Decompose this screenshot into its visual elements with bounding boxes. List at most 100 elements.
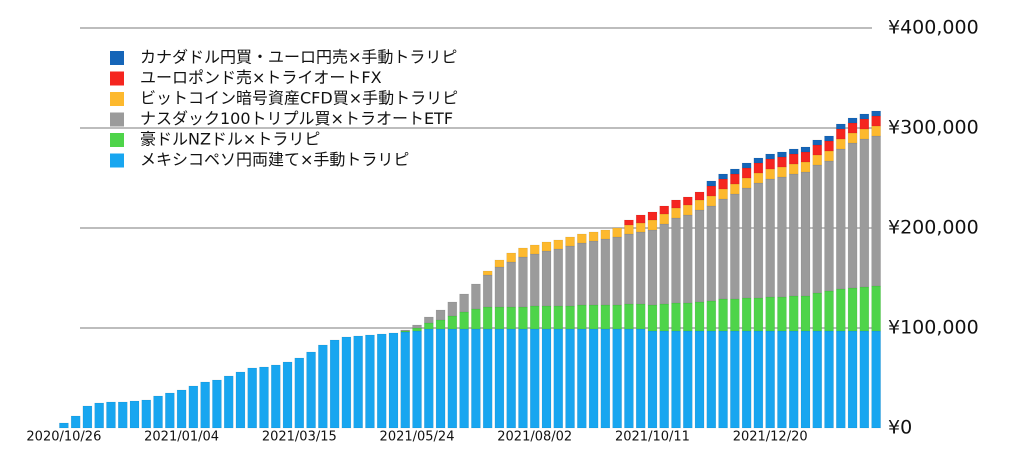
- bar-segment: [718, 198, 728, 300]
- legend-swatch: [110, 71, 124, 86]
- y-tick-label: ¥0: [888, 417, 912, 439]
- bar-segment: [612, 304, 622, 330]
- bar-segment: [59, 422, 69, 429]
- bar-segment: [271, 364, 281, 429]
- bar-segment: [647, 229, 658, 306]
- bar-segment: [694, 330, 705, 429]
- x-tick-label: 2021/08/02: [497, 430, 572, 445]
- bar-segment: [765, 296, 775, 332]
- bar-segment: [435, 319, 446, 330]
- bar-segment: [188, 385, 199, 429]
- x-tick-label: 2021/05/24: [380, 430, 455, 445]
- bar-segment: [435, 309, 446, 321]
- x-tick-label: 2020/10/26: [26, 430, 101, 445]
- bar-segment: [376, 333, 387, 429]
- bar-segment: [730, 168, 740, 175]
- bar-segment: [730, 173, 740, 185]
- bar-segment: [765, 330, 775, 429]
- legend-swatch: [110, 153, 124, 168]
- bar-segment: [659, 213, 669, 225]
- bar-segment: [706, 185, 717, 197]
- bar-segment: [635, 214, 646, 224]
- bar-segment: [777, 166, 787, 178]
- bar-segment: [871, 110, 881, 117]
- bar-segment: [765, 158, 775, 170]
- bar-segment: [577, 233, 587, 244]
- bar-segment: [683, 204, 693, 216]
- bar-segment: [812, 164, 823, 294]
- bar-segment: [624, 224, 634, 235]
- bar-segment: [577, 242, 587, 306]
- y-tick-label: ¥300,000: [888, 117, 979, 139]
- bar-segment: [683, 330, 693, 429]
- bar-segment: [153, 395, 163, 429]
- x-tick-label: 2021/10/11: [615, 430, 690, 445]
- bar-segment: [788, 330, 799, 429]
- bar-segment: [141, 399, 152, 429]
- bar-segment: [70, 415, 81, 429]
- bar-segment: [824, 290, 834, 332]
- bar-segment: [447, 301, 458, 317]
- bar-segment: [624, 328, 634, 429]
- bar-segment: [459, 293, 469, 313]
- bar-segment: [836, 330, 846, 429]
- bar-segment: [553, 305, 564, 330]
- bar-segment: [671, 217, 681, 304]
- bar-segment: [506, 261, 516, 308]
- bar-segment: [200, 381, 210, 429]
- legend-label: 豪ドルNZドル×トラリピ: [140, 130, 320, 149]
- bar-segment: [518, 328, 528, 429]
- legend-label: ユーロポンド売×トライオートFX: [140, 68, 382, 87]
- bar-segment: [765, 153, 775, 160]
- bar-segment: [129, 400, 140, 429]
- bar-segment: [647, 219, 658, 231]
- bar-segment: [541, 305, 552, 330]
- legend-label: ビットコイン暗号資産CFD買×手動トラリピ: [140, 89, 458, 108]
- bar-segment: [836, 138, 846, 150]
- bar-segment: [341, 336, 352, 429]
- bar-segment: [435, 328, 446, 429]
- bar-segment: [753, 182, 764, 299]
- bar-segment: [718, 173, 728, 180]
- bar-segment: [412, 330, 422, 429]
- bar-segment: [518, 306, 528, 330]
- bar-segment: [635, 303, 646, 330]
- bar-segment: [247, 367, 257, 429]
- bar-segment: [506, 306, 516, 330]
- bar-segment: [777, 330, 787, 429]
- bar-segment: [718, 330, 728, 429]
- bar-segment: [812, 330, 823, 429]
- bar-segment: [859, 118, 870, 130]
- bar-segment: [753, 297, 764, 332]
- bar-segment: [318, 344, 328, 429]
- x-tick-label: 2021/12/20: [733, 430, 808, 445]
- bar-segment: [565, 328, 575, 429]
- bar-segment: [471, 283, 481, 310]
- bar-segment: [741, 297, 752, 332]
- bar-segment: [471, 328, 481, 429]
- bar-segment: [812, 154, 823, 166]
- bar-segment: [329, 339, 340, 429]
- x-tick-label: 2021/03/15: [262, 430, 337, 445]
- bar-segment: [800, 161, 811, 173]
- bar-segment: [871, 135, 881, 287]
- bar-segment: [694, 209, 705, 303]
- bar-segment: [847, 132, 858, 144]
- bar-segment: [824, 140, 834, 152]
- bar-segment: [659, 303, 669, 332]
- bar-segment: [106, 401, 116, 429]
- bar-segment: [282, 361, 293, 429]
- bar-segment: [235, 371, 246, 429]
- bar-segment: [800, 171, 811, 297]
- bar-segment: [529, 305, 540, 330]
- bar-segment: [753, 330, 764, 429]
- bar-segment: [635, 231, 646, 305]
- bar-segment: [847, 330, 858, 429]
- bar-segment: [741, 167, 752, 179]
- bar-segment: [859, 113, 870, 120]
- bar-segment: [647, 330, 658, 429]
- bar-segment: [659, 330, 669, 429]
- bar-segment: [471, 308, 481, 330]
- bar-segment: [859, 128, 870, 140]
- bar-segment: [553, 239, 564, 250]
